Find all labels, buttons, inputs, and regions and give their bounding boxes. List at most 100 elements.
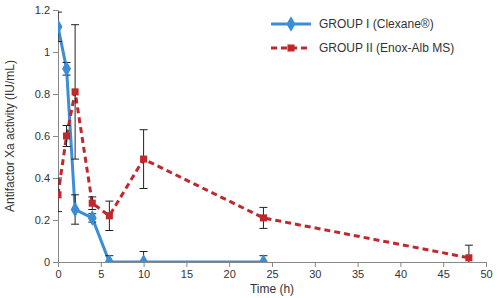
x-tick-label: 10: [138, 268, 150, 280]
error-bar: [58, 12, 62, 41]
error-bar-cap: [58, 12, 62, 13]
data-point: [105, 254, 114, 262]
x-tick-label: 0: [55, 268, 61, 280]
x-axis-line: [59, 263, 487, 268]
y-tick-label: 0.8: [35, 88, 50, 100]
error-bar-cap: [58, 41, 62, 42]
error-bar-cap: [105, 230, 113, 231]
legend-label: GROUP I (Clexane®): [319, 17, 434, 31]
error-bar: [465, 245, 473, 262]
x-tick: 0: [55, 262, 61, 280]
error-bar-cap: [63, 146, 71, 147]
x-tick-label: 40: [395, 268, 407, 280]
chart: 0510152025303540455000.20.40.60.811.2GRO…: [0, 0, 500, 298]
legend-label: GROUP II (Enox-Alb MS): [319, 41, 454, 55]
legend-item: GROUP I (Clexane®): [271, 16, 434, 32]
y-tick-mark: [53, 52, 58, 53]
y-tick: 0.8: [35, 88, 58, 100]
x-tick: 40: [395, 262, 407, 280]
x-tick-mark: [101, 262, 102, 267]
error-bar-cap: [465, 245, 473, 246]
error-bar: [58, 178, 62, 212]
y-tick: 0.6: [35, 130, 58, 142]
error-bar: [105, 201, 113, 230]
x-tick-mark: [400, 262, 401, 267]
x-tick: 5: [98, 262, 104, 280]
error-bar-cap: [140, 251, 148, 252]
error-bar-cap: [58, 178, 62, 179]
data-point: [62, 61, 71, 77]
y-tick-label: 0.2: [35, 214, 50, 226]
y-tick-label: 1.2: [35, 4, 50, 16]
y-tick-mark: [53, 136, 58, 137]
error-bar: [88, 197, 96, 210]
y-tick-mark: [53, 10, 58, 11]
x-axis: 05101520253035404550: [55, 262, 492, 280]
x-tick-mark: [229, 262, 230, 267]
x-tick-label: 5: [98, 268, 104, 280]
y-tick: 0.4: [35, 172, 58, 184]
series: [58, 12, 268, 262]
series-line: [58, 27, 263, 262]
x-tick-mark: [186, 262, 187, 267]
x-tick: 20: [224, 262, 236, 280]
error-bar-cap: [71, 194, 79, 195]
x-tick: 30: [309, 262, 321, 280]
y-tick-label: 0.4: [35, 172, 50, 184]
x-tick: 15: [181, 262, 193, 280]
error-bar: [71, 25, 79, 159]
x-tick: 50: [480, 262, 492, 280]
x-tick: 10: [138, 262, 150, 280]
marks: [58, 12, 473, 262]
error-bar-cap: [71, 159, 79, 160]
data-point: [260, 214, 267, 221]
y-axis-line: [53, 11, 59, 263]
y-axis: 0 0.2 0.4 0.6 0.8 1 1.2: [35, 4, 59, 268]
data-point: [58, 19, 62, 35]
error-bar-cap: [140, 129, 148, 130]
y-tick-mark: [53, 178, 58, 179]
data-point: [88, 210, 97, 226]
x-tick-label: 15: [181, 268, 193, 280]
y-tick-label: 0: [44, 256, 50, 268]
y-tick: 0: [44, 256, 58, 268]
y-tick-label: 1: [44, 46, 50, 58]
y-tick: 1.2: [35, 4, 58, 16]
error-bar: [63, 126, 71, 147]
error-bar-cap: [140, 188, 148, 189]
x-tick-label: 20: [224, 268, 236, 280]
x-tick-mark: [272, 262, 273, 267]
series-line: [58, 92, 469, 258]
y-tick-mark: [53, 94, 58, 95]
x-tick-mark: [486, 262, 487, 267]
error-bar-cap: [259, 207, 267, 208]
error-bar: [140, 252, 148, 263]
x-tick: 35: [352, 262, 364, 280]
y-tick: 0.2: [35, 214, 58, 226]
data-point: [72, 88, 79, 95]
x-axis-title: Time (h): [250, 282, 294, 296]
data-point: [71, 202, 80, 218]
y-tick-mark: [53, 262, 58, 263]
error-bar-cap: [58, 211, 62, 212]
data-point: [58, 191, 62, 198]
y-tick-label: 0.6: [35, 130, 50, 142]
data-point: [259, 254, 268, 262]
error-bar-cap: [71, 24, 79, 25]
legend-key-marker: [287, 16, 296, 32]
error-bar-cap: [88, 209, 96, 210]
data-point: [139, 254, 148, 262]
error-bar: [71, 195, 79, 224]
y-tick: 1: [44, 46, 58, 58]
series: [58, 25, 473, 262]
error-bar: [259, 207, 267, 228]
x-tick-label: 35: [352, 268, 364, 280]
y-axis-title: Antifactor Xa activity (IU/mL): [3, 60, 17, 212]
plot: 0510152025303540455000.20.40.60.811.2GRO…: [35, 4, 493, 280]
data-point: [140, 156, 147, 163]
x-tick-mark: [443, 262, 444, 267]
x-tick-mark: [144, 262, 145, 267]
x-tick: 45: [438, 262, 450, 280]
data-point: [89, 200, 96, 207]
data-point: [63, 132, 70, 139]
